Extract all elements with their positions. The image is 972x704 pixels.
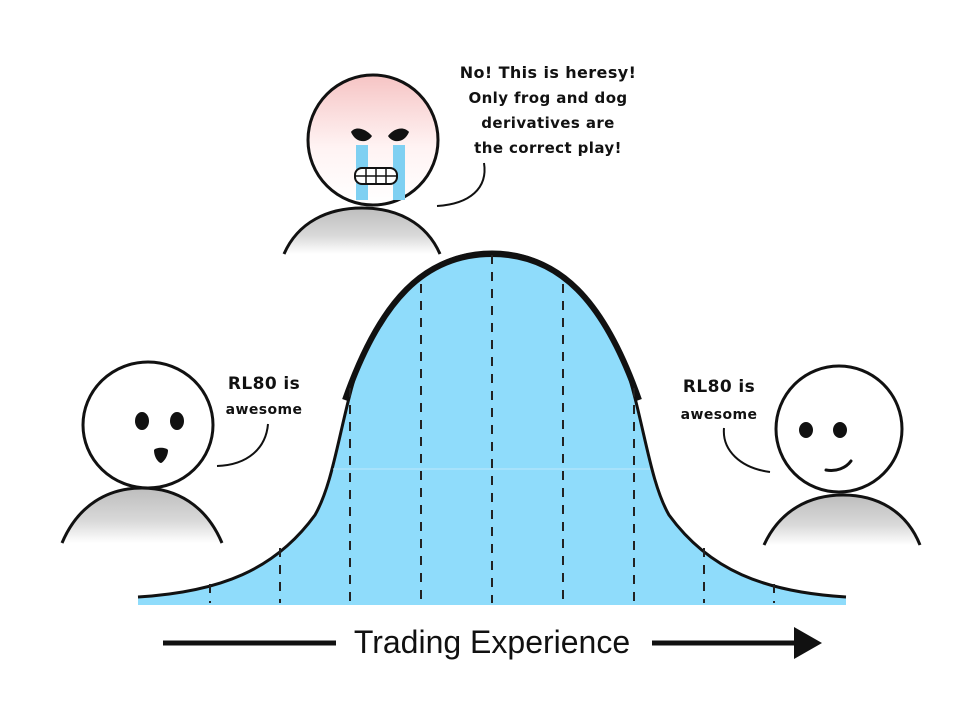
middle-character-line4: the correct play! [474,139,622,157]
left-character-right-eye [170,412,184,430]
right-character-line1: RL80 is [683,377,755,397]
bell-curve-top-outline [342,250,642,401]
middle-character-body [284,208,440,254]
left-character-line1: RL80 is [228,374,300,394]
middle-character-left-eyebrow-eye [351,128,372,142]
right-character-speech-bubble: RL80 is awesome [681,377,758,423]
right-character-right-eye [833,422,847,438]
right-character-shoulders [762,493,922,546]
left-character-left-eye [135,412,149,430]
right-character-smirk [824,459,853,472]
right-character-speech-tail [722,427,771,473]
right-character-left-eye [799,422,813,438]
middle-character-right-eyebrow-eye [388,128,409,142]
left-character-speech-bubble: RL80 is awesome [226,374,303,418]
middle-character-shoulders [282,206,442,255]
middle-character-line3: derivatives are [481,114,614,132]
middle-character-line1: No! This is heresy! [460,63,637,82]
left-character-mouth [154,447,168,463]
left-character-line2: awesome [226,402,303,418]
axis-label: Trading Experience [354,624,630,660]
x-axis-arrow: Trading Experience [163,624,822,660]
middle-character-right-tear [393,145,405,200]
left-character-speech-tail [216,423,269,467]
right-character-line2: awesome [681,407,758,423]
middle-character-line2: Only frog and dog [468,89,627,107]
middle-character-head [306,73,440,207]
right-character-body [764,495,920,545]
middle-character-grimace [354,167,398,185]
middle-character: No! This is heresy! Only frog and dog de… [282,63,637,255]
left-character-body [62,488,222,543]
right-character: RL80 is awesome [681,364,922,546]
bell-curve [137,250,847,605]
arrowhead-icon [794,627,822,659]
std-dev-dashed-lines [209,255,775,603]
middle-character-speech-tail [436,162,486,207]
middle-character-speech-bubble: No! This is heresy! Only frog and dog de… [460,63,637,157]
left-character: RL80 is awesome [60,360,303,544]
